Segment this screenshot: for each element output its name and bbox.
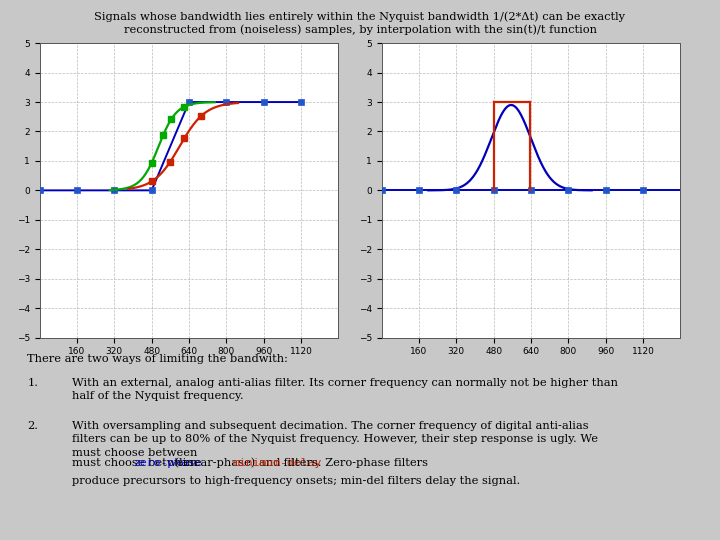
Text: must choose between: must choose between	[72, 458, 201, 468]
Text: minimum-delay: minimum-delay	[233, 458, 322, 468]
Text: zero-phase: zero-phase	[134, 458, 202, 468]
Text: There are two ways of limiting the bandwith:: There are two ways of limiting the bandw…	[27, 354, 288, 364]
Text: 2.: 2.	[27, 421, 38, 431]
Text: With oversampling and subsequent decimation. The corner frequency of digital ant: With oversampling and subsequent decimat…	[72, 421, 598, 457]
Text: (linear-phase) and: (linear-phase) and	[171, 458, 284, 469]
Text: filters. Zero-phase filters: filters. Zero-phase filters	[280, 458, 428, 468]
Text: 1.: 1.	[27, 378, 38, 388]
Text: With an external, analog anti-alias filter. Its corner frequency can normally no: With an external, analog anti-alias filt…	[72, 378, 618, 401]
Text: produce precursors to high-frequency onsets; min-del filters delay the signal.: produce precursors to high-frequency ons…	[72, 476, 521, 487]
Text: Signals whose bandwidth lies entirely within the Nyquist bandwidth 1/(2*Δt) can : Signals whose bandwidth lies entirely wi…	[94, 12, 626, 23]
Text: reconstructed from (noiseless) samples, by interpolation with the sin(t)/t funct: reconstructed from (noiseless) samples, …	[124, 24, 596, 35]
